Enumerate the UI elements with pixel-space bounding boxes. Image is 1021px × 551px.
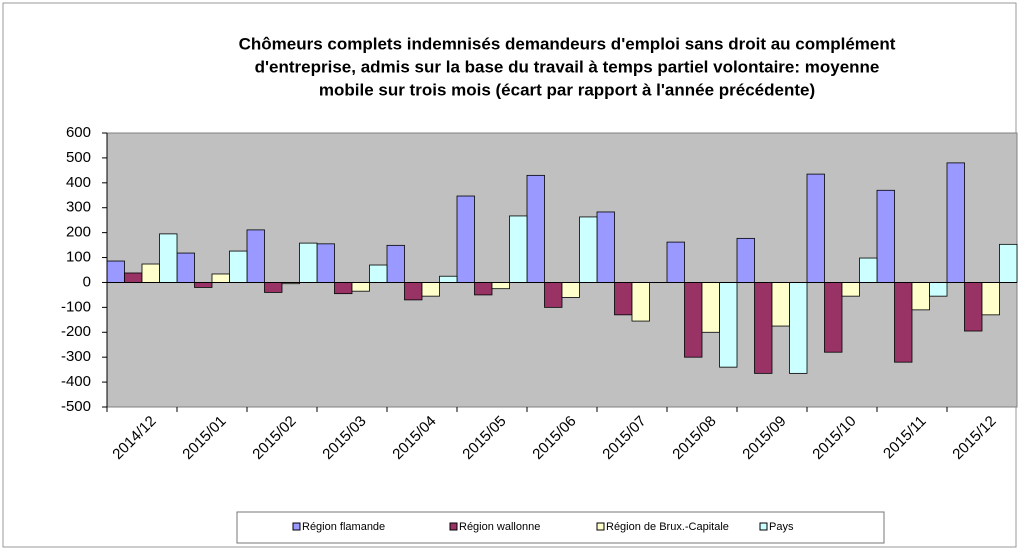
bar <box>544 282 563 308</box>
legend-label: Région flamande <box>302 521 385 533</box>
legend-swatch <box>596 522 605 531</box>
y-tick-label: 300 <box>66 199 91 216</box>
bar <box>246 229 265 283</box>
bar <box>229 250 248 283</box>
bar <box>474 282 493 296</box>
bar <box>754 282 773 374</box>
bar <box>736 237 755 283</box>
bar <box>561 282 580 298</box>
bar <box>526 174 545 283</box>
bar <box>894 282 913 363</box>
y-tick-label: -100 <box>61 298 91 315</box>
chart-title: d'entreprise, admis sur la base du trava… <box>255 57 880 76</box>
bar <box>334 282 353 295</box>
bar <box>159 233 178 283</box>
y-tick-label: 600 <box>66 124 91 141</box>
y-tick-label: -300 <box>61 348 91 365</box>
legend-swatch <box>292 522 301 531</box>
bar <box>981 282 1000 316</box>
bar <box>141 263 160 283</box>
bar <box>911 282 930 311</box>
bar <box>684 282 703 358</box>
bar <box>946 162 965 283</box>
y-tick-label: 400 <box>66 174 91 191</box>
bar <box>194 282 213 288</box>
bar <box>719 282 738 368</box>
bar <box>509 215 528 283</box>
bar <box>386 244 405 283</box>
legend-label: Pays <box>769 521 794 533</box>
bar <box>859 257 878 283</box>
bar <box>824 282 843 353</box>
y-tick-label: -400 <box>61 373 91 390</box>
bar <box>596 211 615 283</box>
bar <box>369 264 388 283</box>
legend-box <box>236 511 885 544</box>
bar <box>404 282 423 301</box>
bar <box>299 242 318 283</box>
bar <box>964 282 983 332</box>
bar <box>701 282 720 333</box>
bar <box>439 275 458 283</box>
bar <box>876 189 895 283</box>
y-tick-label: 200 <box>66 224 91 241</box>
bar <box>579 216 598 283</box>
bar <box>771 282 790 327</box>
bar <box>421 282 440 297</box>
chart-title: mobile sur trois mois (écart par rapport… <box>319 80 815 99</box>
y-tick-label: -200 <box>61 323 91 340</box>
y-tick-label: -500 <box>61 398 91 415</box>
bar <box>106 260 125 283</box>
bar <box>789 282 808 374</box>
bar <box>806 173 825 283</box>
legend-swatch <box>759 522 768 531</box>
y-tick-label: 500 <box>66 149 91 166</box>
legend-swatch <box>449 522 458 531</box>
legend-label: Région de Brux.-Capitale <box>606 521 729 533</box>
bar <box>929 282 948 297</box>
bar <box>614 282 633 316</box>
bar <box>176 252 195 283</box>
bar <box>491 282 510 290</box>
bar <box>666 241 685 283</box>
y-tick-label: 100 <box>66 249 91 266</box>
bar <box>841 282 860 297</box>
bar <box>211 273 230 283</box>
bar <box>999 243 1018 283</box>
bar <box>456 195 475 283</box>
bar <box>351 282 370 292</box>
bar <box>316 243 335 283</box>
bar <box>631 282 650 322</box>
y-tick-label: 0 <box>83 273 91 290</box>
legend-label: Région wallonne <box>459 521 540 533</box>
bar <box>264 282 283 293</box>
bar <box>124 272 143 283</box>
chart-title: Chômeurs complets indemnisés demandeurs … <box>239 34 896 53</box>
